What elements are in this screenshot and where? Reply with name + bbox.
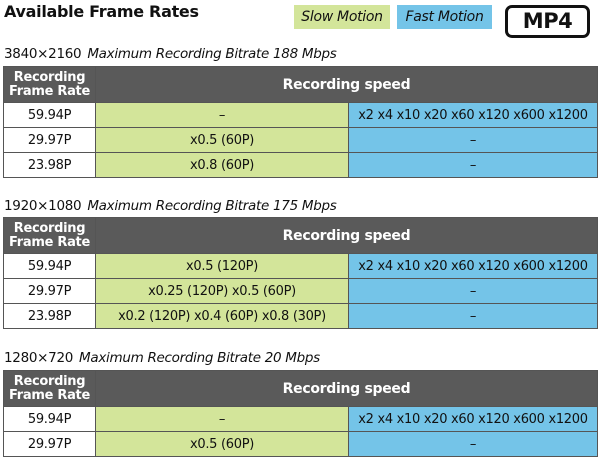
fast-motion-cell: x2 x4 x10 x20 x60 x120 x600 x1200 [348,253,598,279]
frame-rate-cell: 29.97P [3,278,96,304]
fast-motion-cell: – [348,303,598,329]
slow-motion-cell: x0.8 (60P) [95,152,349,178]
slow-motion-cell: – [95,406,349,432]
bitrate-label: Maximum Recording Bitrate 188 Mbps [87,46,337,62]
col-header-recording-speed: Recording speed [95,370,598,407]
resolution-label: 1280×720 [4,350,74,366]
frame-rate-cell: 59.94P [3,253,96,279]
section-heading-1280x720: 1280×720 Maximum Recording Bitrate 20 Mbp… [4,348,320,368]
frame-rate-cell: 59.94P [3,102,96,128]
table-row: 29.97P x0.5 (60P) – [3,431,598,457]
col-header-frame-rate: Recording Frame Rate [3,217,96,254]
table-header-row: Recording Frame Rate Recording speed [3,217,598,254]
frame-rate-table-1920x1080: Recording Frame Rate Recording speed 59.9… [3,217,598,329]
fast-motion-cell: – [348,278,598,304]
slow-motion-cell: x0.25 (120P) x0.5 (60P) [95,278,349,304]
frame-rate-cell: 29.97P [3,431,96,457]
frame-rate-cell: 23.98P [3,303,96,329]
fast-motion-cell: – [348,431,598,457]
slow-motion-cell: x0.2 (120P) x0.4 (60P) x0.8 (30P) [95,303,349,329]
frame-rate-table-3840x2160: Recording Frame Rate Recording speed 59.9… [3,66,598,178]
fast-motion-cell: – [348,127,598,153]
table-row: 23.98P x0.8 (60P) – [3,152,598,178]
slow-motion-cell: x0.5 (60P) [95,431,349,457]
frame-rate-cell: 23.98P [3,152,96,178]
bitrate-label: Maximum Recording Bitrate 20 Mbps [79,350,320,366]
bitrate-label: Maximum Recording Bitrate 175 Mbps [87,198,337,214]
section-heading-3840x2160: 3840×2160 Maximum Recording Bitrate 188 M… [4,44,337,64]
table-row: 59.94P – x2 x4 x10 x20 x60 x120 x600 x12… [3,102,598,128]
table-row: 23.98P x0.2 (120P) x0.4 (60P) x0.8 (30P)… [3,303,598,329]
slow-motion-cell: x0.5 (120P) [95,253,349,279]
table-row: 59.94P – x2 x4 x10 x20 x60 x120 x600 x12… [3,406,598,432]
table-row: 29.97P x0.25 (120P) x0.5 (60P) – [3,278,598,304]
frame-rate-cell: 29.97P [3,127,96,153]
fast-motion-cell: x2 x4 x10 x20 x60 x120 x600 x1200 [348,406,598,432]
col-header-recording-speed: Recording speed [95,217,598,254]
mp4-logo: MP4 [505,5,590,38]
resolution-label: 1920×1080 [4,198,82,214]
fast-motion-cell: – [348,152,598,178]
col-header-frame-rate: Recording Frame Rate [3,370,96,407]
legend-slow-motion: Slow Motion [294,5,390,29]
frame-rate-table-1280x720: Recording Frame Rate Recording speed 59.9… [3,370,598,457]
col-header-recording-speed: Recording speed [95,66,598,103]
table-header-row: Recording Frame Rate Recording speed [3,66,598,103]
section-heading-1920x1080: 1920×1080 Maximum Recording Bitrate 175 M… [4,196,337,216]
table-row: 59.94P x0.5 (120P) x2 x4 x10 x20 x60 x12… [3,253,598,279]
slow-motion-cell: x0.5 (60P) [95,127,349,153]
resolution-label: 3840×2160 [4,46,82,62]
col-header-frame-rate: Recording Frame Rate [3,66,96,103]
table-row: 29.97P x0.5 (60P) – [3,127,598,153]
page-title: Available Frame Rates [4,2,199,21]
fast-motion-cell: x2 x4 x10 x20 x60 x120 x600 x1200 [348,102,598,128]
table-header-row: Recording Frame Rate Recording speed [3,370,598,407]
legend-fast-motion: Fast Motion [397,5,492,29]
slow-motion-cell: – [95,102,349,128]
frame-rate-cell: 59.94P [3,406,96,432]
